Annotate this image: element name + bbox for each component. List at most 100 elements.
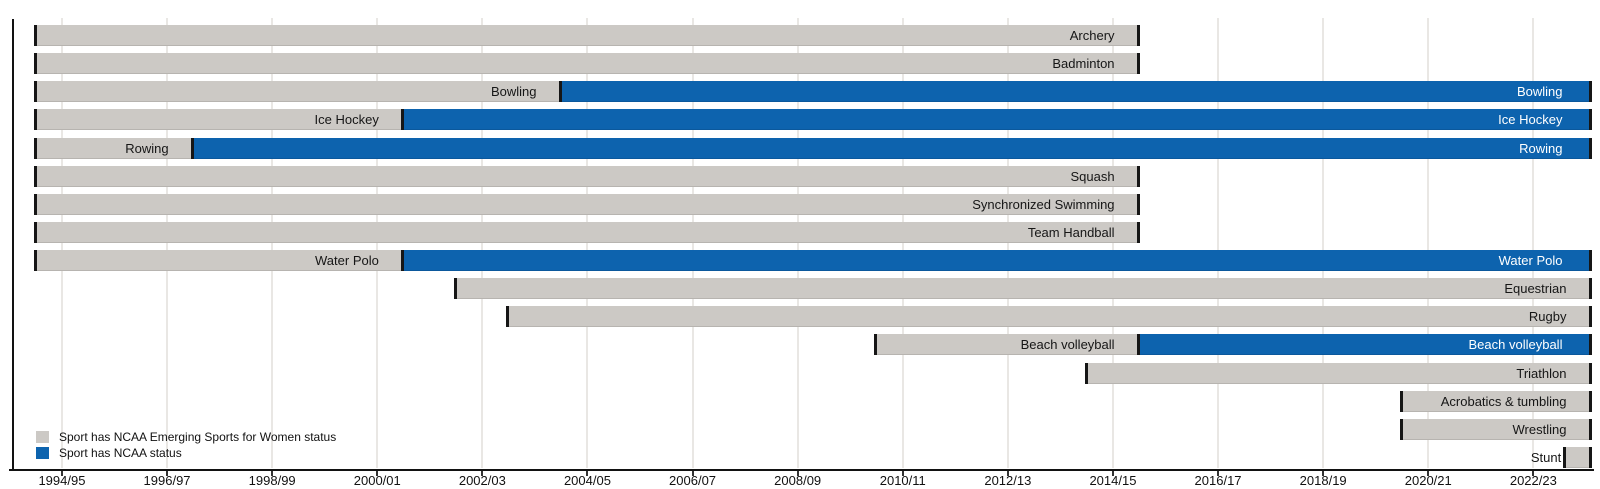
bar-end-cap [1137, 194, 1141, 215]
bar-end-cap [1588, 81, 1592, 102]
axis-tick-label: 2022/23 [1509, 473, 1557, 488]
axis-tick [481, 471, 484, 476]
bar-segment-emerging [507, 306, 1591, 327]
bar-end-cap [1588, 138, 1592, 159]
bar-segment-ncaa [192, 138, 1591, 159]
bar-segment-ncaa [1138, 334, 1591, 355]
bar-segment-emerging [1401, 391, 1591, 412]
gridline [166, 18, 169, 468]
bar-segment-emerging [35, 222, 1139, 243]
bar-label: Synchronized Swimming [972, 197, 1115, 212]
bar-end-cap [1588, 447, 1592, 468]
bar-label: Wrestling [1512, 422, 1567, 437]
axis-tick [901, 471, 904, 476]
axis-tick [1427, 471, 1430, 476]
bar-label: Rowing [125, 141, 169, 156]
bar-segment-emerging [1086, 363, 1591, 384]
gridline [1532, 18, 1535, 468]
bar-end-cap [453, 278, 457, 299]
axis-tick-label: 1994/95 [38, 473, 86, 488]
bar-end-cap [1137, 53, 1141, 74]
bar-end-cap [33, 222, 37, 243]
x-axis-line [9, 469, 1594, 471]
axis-tick [691, 471, 694, 476]
bar-label: Triathlon [1516, 366, 1567, 381]
bar-end-cap [506, 306, 510, 327]
bar-end-cap [1399, 391, 1403, 412]
bar-end-cap [33, 81, 37, 102]
legend-item-ncaa: Sport has NCAA status [36, 445, 336, 460]
legend-label-emerging: Sport has NCAA Emerging Sports for Women… [59, 429, 337, 444]
bar-end-cap [1084, 363, 1088, 384]
bar-end-cap [1588, 419, 1592, 440]
bar-end-cap [33, 138, 37, 159]
bar-segment-emerging [35, 138, 193, 159]
bar-segment-emerging [35, 250, 403, 271]
axis-tick-label: 2004/05 [563, 473, 611, 488]
bar-label: Bowling [490, 84, 537, 99]
bar-label: Rowing [1519, 141, 1563, 156]
bar-label: Team Handball [1027, 225, 1115, 240]
bar-label: Badminton [1052, 56, 1115, 71]
bar-segment-ncaa [402, 250, 1591, 271]
axis-tick-label: 2000/01 [353, 473, 401, 488]
gridline [901, 18, 904, 468]
bar-end-cap [1588, 391, 1592, 412]
bar-segment-emerging [1401, 419, 1591, 440]
gridline [796, 18, 799, 468]
axis-tick [60, 471, 63, 476]
bar-label: Beach volleyball [1468, 337, 1563, 352]
bar-label: Acrobatics & tumbling [1440, 394, 1567, 409]
bar-label: Bowling [1516, 84, 1563, 99]
axis-tick [376, 471, 379, 476]
bar-label: Ice Hockey [1498, 112, 1563, 127]
bar-end-cap [33, 166, 37, 187]
bar-label: Archery [1069, 28, 1115, 43]
axis-tick [1322, 471, 1325, 476]
axis-tick-label: 2006/07 [669, 473, 717, 488]
bar-end-cap [1137, 334, 1141, 355]
bar-end-cap [1588, 109, 1592, 130]
bar-end-cap [559, 81, 562, 102]
bar-label: Beach volleyball [1020, 337, 1115, 352]
bar-end-cap [191, 138, 195, 159]
bar-end-cap [33, 109, 37, 130]
axis-tick [586, 471, 589, 476]
bar-segment-emerging [35, 25, 1139, 46]
axis-tick-label: 2012/13 [984, 473, 1032, 488]
axis-tick [1532, 471, 1535, 476]
bar-label: Water Polo [1498, 253, 1563, 268]
bar-end-cap [401, 250, 405, 271]
bar-segment-ncaa [402, 109, 1591, 130]
bar-segment-emerging [35, 194, 1139, 215]
axis-tick-label: 2014/15 [1089, 473, 1137, 488]
bar-segment-emerging [35, 81, 561, 102]
axis-tick [1217, 471, 1220, 476]
gridline [1427, 18, 1430, 468]
bar-end-cap [1137, 166, 1141, 187]
bar-segment-emerging [35, 166, 1139, 187]
gridline [586, 18, 589, 468]
gridline [376, 18, 379, 468]
bar-label: Rugby [1528, 309, 1567, 324]
gridline [1111, 18, 1114, 468]
axis-tick [796, 471, 799, 476]
bar-end-cap [33, 194, 37, 215]
bar-end-cap [1588, 278, 1592, 299]
bar-end-cap [1588, 250, 1592, 271]
bar-segment-emerging [35, 53, 1139, 74]
bar-end-cap [33, 25, 37, 46]
bar-label: Ice Hockey [314, 112, 379, 127]
bar-end-cap [1399, 419, 1403, 440]
bar-end-cap [1588, 306, 1592, 327]
bar-end-cap [33, 250, 37, 271]
axis-tick [271, 471, 274, 476]
axis-tick-label: 1996/97 [143, 473, 191, 488]
bar-segment-emerging [875, 334, 1139, 355]
gridline [1006, 18, 1009, 468]
bar-segment-emerging [1564, 447, 1591, 468]
bar-label: Squash [1070, 169, 1115, 184]
axis-tick [1006, 471, 1009, 476]
gridline [481, 18, 484, 468]
